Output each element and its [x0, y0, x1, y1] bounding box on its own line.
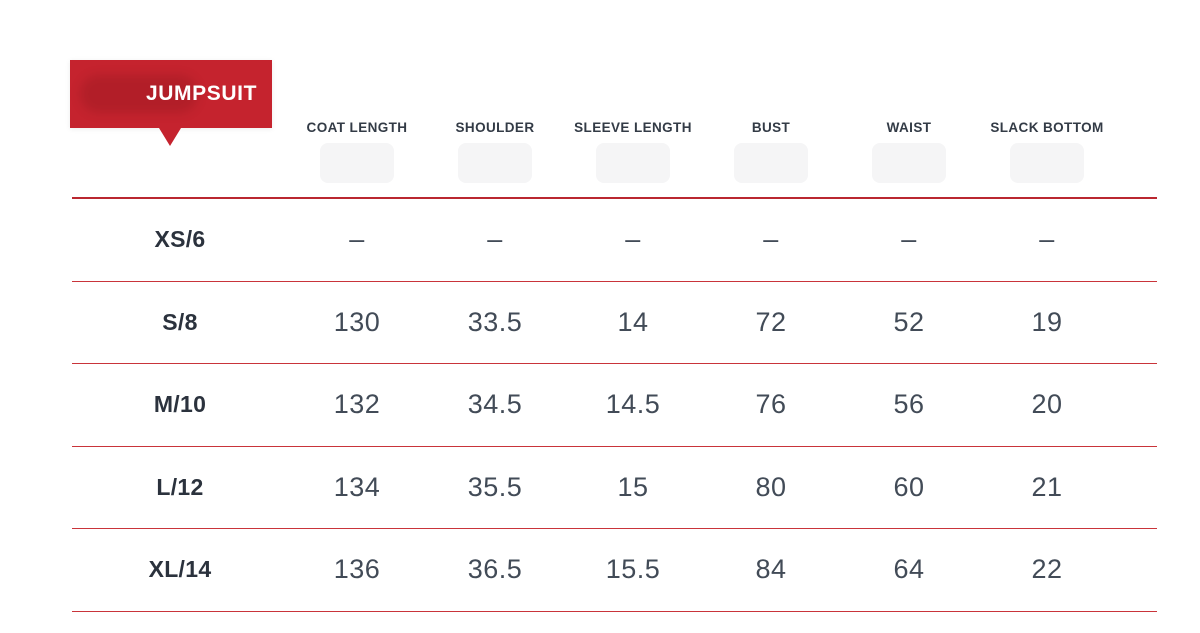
- badge-label: JUMPSUIT: [146, 82, 257, 105]
- value-cell: –: [763, 224, 779, 255]
- value-cell: 56: [893, 389, 925, 420]
- value-cell: 136: [333, 554, 381, 585]
- size-table: COAT LENGTH SHOULDER SLEEVE LENGTH BUST …: [72, 112, 1157, 612]
- value-cell: –: [901, 224, 917, 255]
- value-cell: –: [349, 224, 365, 255]
- table-row-xs-6: XS/6 – – – – – –: [72, 199, 1157, 281]
- size-cell: XS/6: [154, 226, 206, 253]
- value-cell: 35.5: [467, 471, 523, 502]
- value-cell: 76: [755, 389, 787, 420]
- table-row-s-8: S/8 130 33.5 14 72 52 19: [72, 280, 1157, 364]
- value-cell: 22: [1031, 554, 1063, 585]
- column-header-shoulder: SHOULDER: [426, 112, 564, 183]
- measurement-icon-placeholder: [1010, 143, 1084, 183]
- value-cell: 60: [893, 471, 925, 502]
- size-cell: M/10: [153, 391, 207, 418]
- value-cell: 134: [333, 471, 381, 502]
- header-size-spacer: [72, 112, 288, 120]
- value-cell: 80: [755, 471, 787, 502]
- value-cell: 132: [333, 389, 381, 420]
- column-header-sleeve-length: SLEEVE LENGTH: [564, 112, 702, 183]
- table-row-m-10: M/10 132 34.5 14.5 76 56 20: [72, 363, 1157, 446]
- size-table-body: XS/6 – – – – – – S/8 130 33.5 14 72 52 1…: [72, 197, 1157, 612]
- value-cell: 15: [617, 471, 649, 502]
- value-cell: 19: [1031, 306, 1063, 337]
- column-header-label: WAIST: [886, 120, 932, 135]
- value-cell: –: [1039, 224, 1055, 255]
- value-cell: 34.5: [467, 389, 523, 420]
- measurement-icon-placeholder: [734, 143, 808, 183]
- column-header-label: SLACK BOTTOM: [990, 120, 1104, 135]
- value-cell: 72: [755, 306, 787, 337]
- value-cell: –: [625, 224, 641, 255]
- badge-pointer-arrow-icon: [159, 128, 181, 146]
- column-header-bust: BUST: [702, 112, 840, 183]
- value-cell: –: [487, 224, 503, 255]
- column-header-label: SHOULDER: [455, 120, 535, 135]
- table-row-l-12: L/12 134 35.5 15 80 60 21: [72, 445, 1157, 529]
- size-cell: S/8: [162, 308, 198, 335]
- column-header-slack-bottom: SLACK BOTTOM: [978, 112, 1116, 183]
- measurement-icon-placeholder: [320, 143, 394, 183]
- column-header-label: SLEEVE LENGTH: [574, 120, 692, 135]
- size-table-header: COAT LENGTH SHOULDER SLEEVE LENGTH BUST …: [72, 112, 1157, 197]
- value-cell: 84: [755, 554, 787, 585]
- column-header-waist: WAIST: [840, 112, 978, 183]
- badge-box: JUMPSUIT: [70, 60, 272, 128]
- value-cell: 130: [333, 306, 381, 337]
- header-trailing-spacer: [1116, 112, 1157, 120]
- measurement-icon-placeholder: [872, 143, 946, 183]
- value-cell: 33.5: [467, 306, 523, 337]
- column-header-label: COAT LENGTH: [306, 120, 408, 135]
- value-cell: 14.5: [605, 389, 661, 420]
- value-cell: 21: [1031, 471, 1063, 502]
- value-cell: 52: [893, 306, 925, 337]
- value-cell: 36.5: [467, 554, 523, 585]
- value-cell: 14: [617, 306, 649, 337]
- size-cell: XL/14: [148, 556, 212, 583]
- jumpsuit-silhouette-icon: [80, 75, 198, 113]
- column-header-coat-length: COAT LENGTH: [288, 112, 426, 183]
- value-cell: 64: [893, 554, 925, 585]
- size-cell: L/12: [156, 473, 204, 500]
- jumpsuit-badge: JUMPSUIT: [70, 60, 272, 146]
- value-cell: 20: [1031, 389, 1063, 420]
- measurement-icon-placeholder: [596, 143, 670, 183]
- measurement-icon-placeholder: [458, 143, 532, 183]
- value-cell: 15.5: [605, 554, 661, 585]
- table-row-xl-14: XL/14 136 36.5 15.5 84 64 22: [72, 528, 1157, 611]
- column-header-label: BUST: [751, 120, 791, 135]
